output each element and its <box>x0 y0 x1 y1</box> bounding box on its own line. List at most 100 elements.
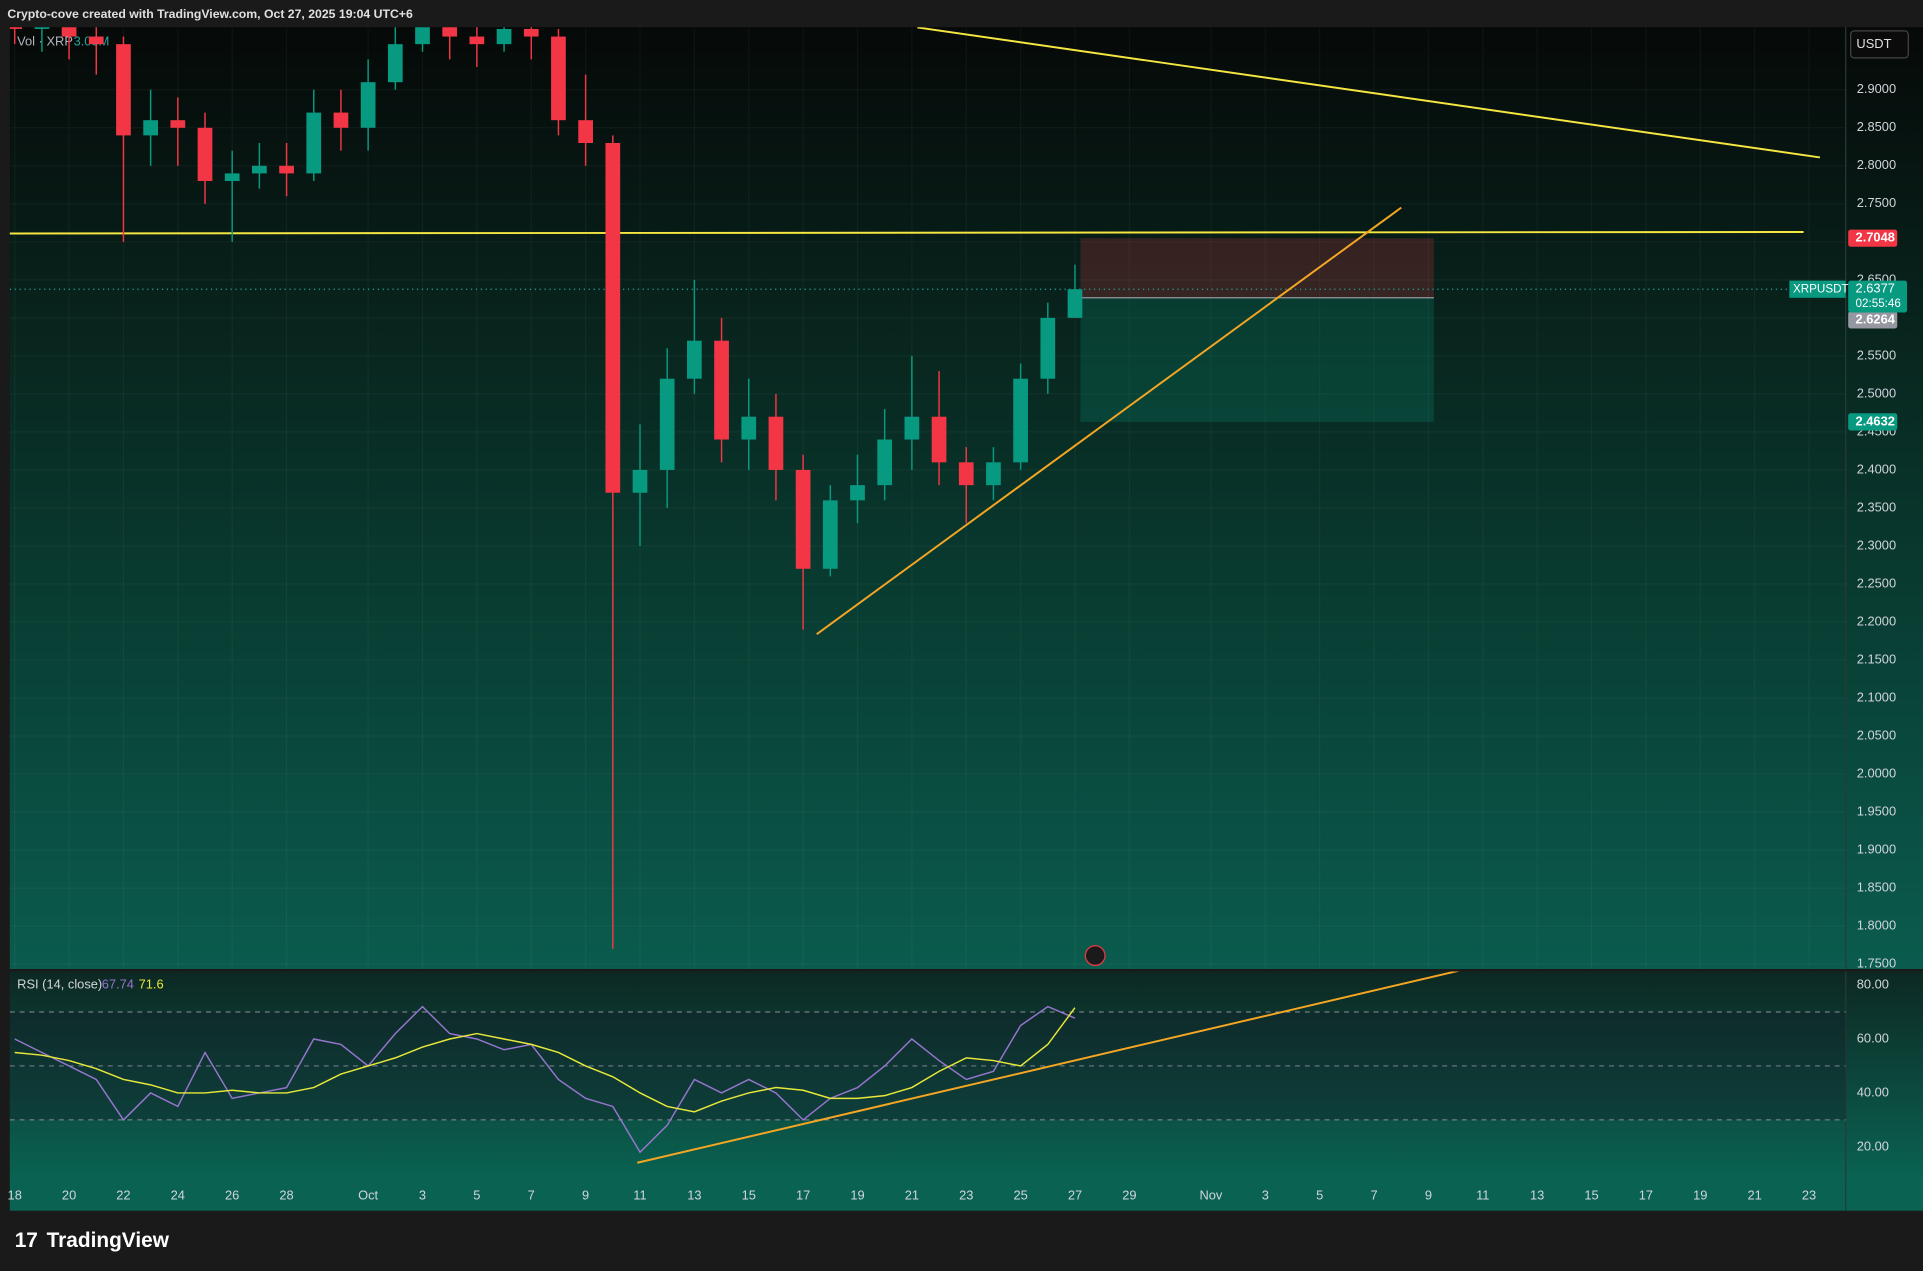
x-tick-label: 7 <box>528 1187 535 1202</box>
y-tick-label: 2.5500 <box>1857 347 1896 362</box>
stop-price-label: 2.7048 <box>1856 230 1895 245</box>
target-zone <box>1080 297 1434 422</box>
y-tick-label: 2.4000 <box>1857 461 1896 476</box>
candle-body <box>578 120 593 143</box>
rsi-tick-label: 80.00 <box>1857 976 1889 991</box>
last-price-label: 2.6377 <box>1856 281 1895 296</box>
candle-body <box>61 27 77 37</box>
x-tick-label: 21 <box>905 1187 919 1202</box>
currency-button[interactable] <box>1850 30 1909 59</box>
x-tick-label: 13 <box>687 1187 701 1202</box>
trend-line <box>816 206 1402 635</box>
candle-body <box>88 36 104 45</box>
x-tick-label: 27 <box>1068 1187 1082 1202</box>
x-tick-label: 5 <box>1316 1187 1323 1202</box>
x-tick-label: 17 <box>796 1187 810 1202</box>
x-tick-label: 3 <box>1262 1187 1269 1202</box>
logo-mark: 17 <box>15 1229 38 1252</box>
candle-body <box>116 44 131 136</box>
y-tick-label: 2.5000 <box>1857 385 1896 400</box>
event-icon[interactable] <box>1084 945 1106 967</box>
candle-body <box>306 112 322 174</box>
x-tick-label: 15 <box>742 1187 756 1202</box>
x-tick-label: 5 <box>473 1187 480 1202</box>
y-tick-label: 2.1500 <box>1857 651 1896 666</box>
header-title: Crypto-cove created with TradingView.com… <box>7 7 413 21</box>
stop-zone <box>1080 238 1434 298</box>
candle-body <box>605 142 621 493</box>
candle-body <box>986 462 1001 486</box>
candle-body <box>252 165 267 174</box>
x-tick-label: 18 <box>8 1187 22 1202</box>
x-tick-label: 29 <box>1122 1187 1136 1202</box>
candle-body <box>551 36 566 121</box>
x-tick-label: 13 <box>1530 1187 1544 1202</box>
candle-body <box>659 378 675 470</box>
candle-body <box>768 416 784 470</box>
last-price-bg <box>1848 280 1908 313</box>
y-tick-label: 2.1000 <box>1857 689 1896 704</box>
x-tick-label: 11 <box>1476 1187 1489 1202</box>
candle-body <box>958 462 974 486</box>
candle-body <box>34 27 50 29</box>
y-tick-label: 1.7500 <box>1857 956 1896 971</box>
candle-body <box>387 44 403 83</box>
entry-price-label-bg <box>1848 311 1898 329</box>
candle-body <box>143 120 158 136</box>
x-tick-label: 9 <box>582 1187 589 1202</box>
target-price-label-bg <box>1848 413 1898 431</box>
candle-body <box>496 28 512 45</box>
candle-body <box>469 36 485 45</box>
x-tick-label: 25 <box>1013 1187 1027 1202</box>
x-tick-label: 23 <box>959 1187 973 1202</box>
candle-body <box>197 127 213 182</box>
x-axis-area <box>9 1180 1923 1211</box>
symbol-badge-bg <box>1789 280 1846 298</box>
y-tick-label: 1.8000 <box>1857 918 1896 933</box>
rsi-layer <box>9 971 1846 1164</box>
y-tick-label: 2.2000 <box>1857 613 1896 628</box>
candle-body <box>415 27 430 45</box>
x-tick-label: 19 <box>1693 1187 1707 1202</box>
y-tick-label: 2.3500 <box>1857 499 1896 514</box>
rsi-tick-label: 20.00 <box>1857 1138 1889 1153</box>
main-layer <box>9 27 1846 970</box>
y-tick-label: 2.0500 <box>1857 727 1896 742</box>
candle-body <box>687 340 702 379</box>
candle-body <box>1013 378 1028 463</box>
footer-logo: 17 TradingView <box>15 1229 170 1252</box>
x-tick-label: 7 <box>1370 1187 1377 1202</box>
candle-body <box>931 416 947 463</box>
rsi-tick-label: 60.00 <box>1857 1030 1889 1045</box>
candle-body <box>850 485 865 501</box>
candle-body <box>333 112 349 128</box>
candle-body <box>360 82 376 128</box>
x-tick-label: 24 <box>171 1187 185 1202</box>
y-tick-label: 2.8500 <box>1857 119 1896 134</box>
currency-label[interactable]: USDT <box>1856 36 1891 51</box>
trend-line <box>9 230 1804 235</box>
candle-body <box>714 340 729 440</box>
target-price-label: 2.4632 <box>1856 413 1895 428</box>
countdown-label: 02:55:46 <box>1856 297 1901 310</box>
brand: TradingView <box>47 1229 170 1252</box>
stop-price-label-bg <box>1848 229 1898 247</box>
x-tick-label: 11 <box>633 1187 646 1202</box>
x-tick-label: 20 <box>62 1187 76 1202</box>
candle-body <box>822 500 838 569</box>
candle-body <box>1040 317 1056 379</box>
x-tick-label: Nov <box>1199 1187 1222 1202</box>
y-tick-label: 1.9500 <box>1857 803 1896 818</box>
candle-body <box>1067 289 1083 318</box>
x-tick-label: 28 <box>279 1187 293 1202</box>
y-tick-label: 2.3000 <box>1857 537 1896 552</box>
rsi-pane <box>9 971 1923 1181</box>
candle-body <box>741 416 757 440</box>
rsi-ma-value: 71.6 <box>139 976 164 991</box>
volume-legend: Vol · XRP <box>17 33 73 48</box>
y-tick-label: 2.8000 <box>1857 157 1896 172</box>
y-tick-label: 1.8500 <box>1857 880 1896 895</box>
x-tick-label: 17 <box>1639 1187 1653 1202</box>
